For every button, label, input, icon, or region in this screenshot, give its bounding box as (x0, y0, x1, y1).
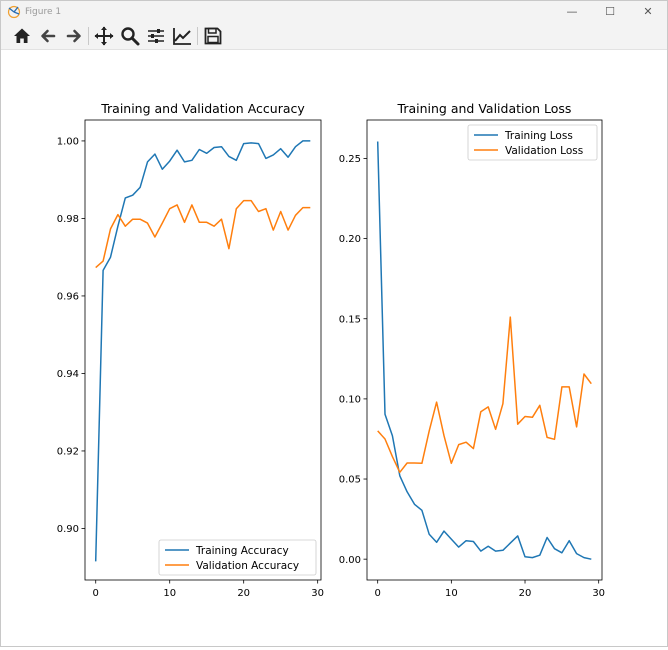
accuracy-x-tick-label: 10 (163, 588, 176, 599)
loss-axes-frame (366, 119, 603, 581)
accuracy-y-tick-label: 0.90 (57, 524, 79, 535)
loss-x-tick-label: 10 (445, 588, 458, 599)
toolbar-separator (88, 27, 89, 45)
back-icon (41, 29, 56, 43)
figure-canvas[interactable]: Training and Validation Accuracy 0 10 20 30 0… (1, 49, 667, 646)
accuracy-series-line-training (94, 140, 311, 562)
zoom-button[interactable] (119, 25, 141, 47)
title-bar[interactable]: Figure 1 — ☐ ✕ (1, 1, 667, 23)
pan-icon (94, 26, 114, 46)
loss-x-tick-label: 30 (592, 588, 605, 599)
loss-legend-label-validation: Validation Loss (505, 145, 583, 157)
forward-icon (66, 29, 81, 43)
pan-button[interactable] (93, 25, 115, 47)
navigation-toolbar (1, 23, 667, 50)
accuracy-y-tick-label: 0.96 (57, 292, 79, 303)
accuracy-x-tick-label: 0 (93, 588, 99, 599)
loss-series-line-training (376, 141, 592, 560)
figure-svg: Training and Validation Accuracy 0 10 20 30 0… (57, 101, 605, 599)
accuracy-x-tick-label: 30 (311, 588, 324, 599)
loss-chart-title: Training and Validation Loss (397, 101, 572, 116)
minimize-button[interactable]: — (566, 5, 578, 18)
accuracy-x-tick-label: 20 (237, 588, 250, 599)
toolbar-separator (197, 27, 198, 45)
loss-y-tick-label: 0.10 (339, 394, 361, 405)
accuracy-y-tick-label: 0.94 (57, 369, 79, 380)
accuracy-axes-frame (84, 119, 322, 581)
loss-legend-label-training: Training Loss (504, 130, 573, 142)
edit-axis-icon (173, 28, 191, 45)
accuracy-legend-label-training: Training Accuracy (195, 545, 289, 557)
accuracy-legend (158, 539, 317, 576)
accuracy-series-line-validation (95, 199, 311, 269)
loss-legend (467, 124, 598, 161)
loss-y-tick-label: 0.00 (339, 555, 361, 566)
maximize-button[interactable]: ☐ (605, 5, 615, 18)
back-button[interactable] (37, 25, 59, 47)
loss-y-tick-label: 0.15 (339, 314, 361, 325)
forward-button[interactable] (63, 25, 85, 47)
home-icon (14, 28, 30, 43)
matplotlib-logo-icon (7, 5, 21, 19)
accuracy-y-tick-label: 0.92 (57, 447, 79, 458)
save-icon (204, 27, 222, 45)
loss-y-tick-label: 0.05 (339, 475, 361, 486)
home-button[interactable] (11, 25, 33, 47)
configure-subplots-icon (148, 29, 164, 43)
edit-axis-button[interactable] (171, 25, 193, 47)
zoom-icon (121, 27, 140, 46)
accuracy-chart-title: Training and Validation Accuracy (100, 101, 305, 116)
loss-y-tick-label: 0.20 (339, 234, 361, 245)
save-button[interactable] (202, 25, 224, 47)
accuracy-legend-label-validation: Validation Accuracy (196, 560, 299, 572)
accuracy-y-tick-label: 0.98 (57, 214, 79, 225)
loss-x-tick-label: 20 (519, 588, 532, 599)
accuracy-y-tick-label: 1.00 (57, 137, 79, 148)
loss-series-line-validation (377, 316, 592, 474)
loss-x-tick-label: 0 (374, 588, 380, 599)
configure-subplots-button[interactable] (145, 25, 167, 47)
loss-y-tick-label: 0.25 (339, 154, 361, 165)
window-title: Figure 1 (25, 7, 62, 17)
close-button[interactable]: ✕ (643, 5, 653, 18)
